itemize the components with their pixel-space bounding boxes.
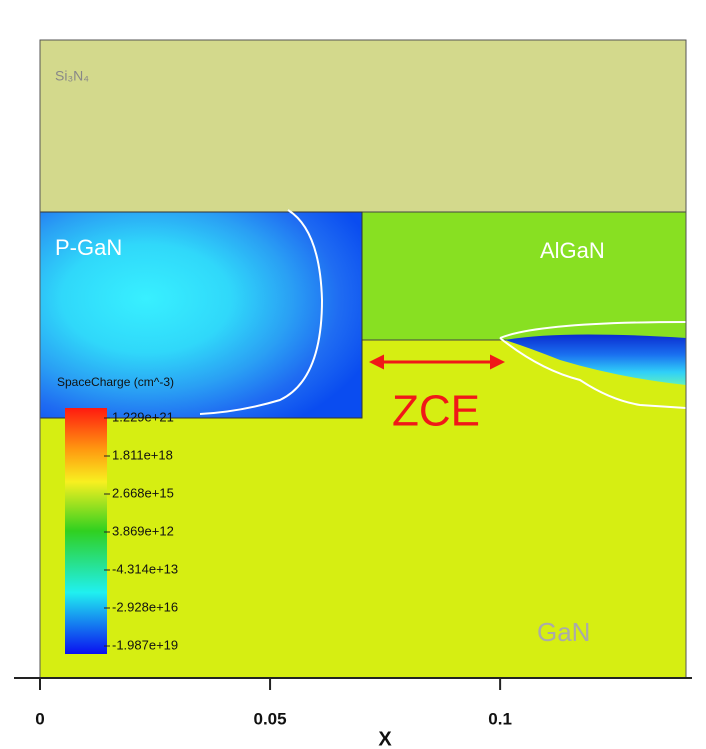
colorbar-tick-label: 1.229e+21 bbox=[112, 409, 174, 424]
x-tick-label: 0.05 bbox=[254, 709, 287, 728]
x-axis-label: X bbox=[378, 728, 392, 749]
colorbar-tick-label: -1.987e+19 bbox=[112, 637, 178, 652]
x-tick-label: 0.1 bbox=[488, 709, 512, 728]
region-label: P-GaN bbox=[55, 235, 122, 260]
depletion-contour bbox=[199, 209, 324, 415]
annotation: ZCE bbox=[392, 387, 480, 436]
colorbar-tick-label: 3.869e+12 bbox=[112, 523, 174, 538]
x-tick-label: 0 bbox=[35, 709, 44, 728]
colorbar bbox=[65, 408, 107, 654]
colorbar-tick-label: -2.928e+16 bbox=[112, 599, 178, 614]
algan-region bbox=[361, 211, 687, 341]
pgan-region bbox=[39, 211, 363, 419]
colorbar-tick-label: 2.668e+15 bbox=[112, 485, 174, 500]
si3n4-region bbox=[39, 39, 687, 213]
region-label: AlGaN bbox=[540, 238, 605, 263]
channel bbox=[505, 334, 686, 385]
depletion-contour bbox=[499, 321, 687, 409]
region-label: GaN bbox=[537, 617, 590, 647]
region-label: Si₃N₄ bbox=[55, 68, 89, 84]
colorbar-title: SpaceCharge (cm^-3) bbox=[57, 375, 174, 389]
colorbar-tick-label: 1.811e+18 bbox=[112, 447, 173, 462]
colorbar-tick-label: -4.314e+13 bbox=[112, 561, 178, 576]
